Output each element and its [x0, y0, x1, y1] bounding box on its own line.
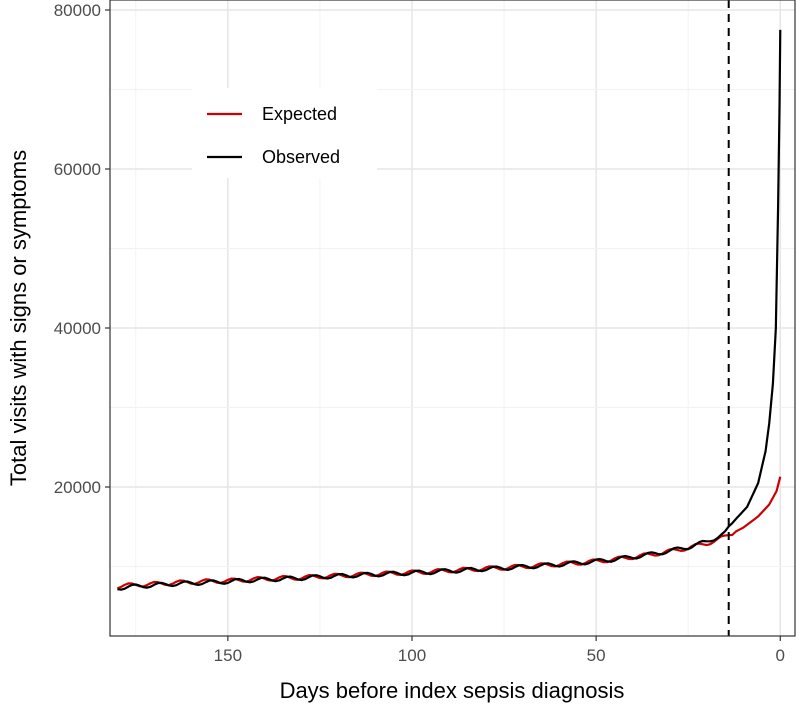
legend-background [192, 88, 377, 178]
y-tick-label: 80000 [54, 1, 101, 20]
legend-label-expected: Expected [262, 104, 337, 124]
x-tick-label: 150 [214, 646, 242, 665]
y-tick-label: 40000 [54, 319, 101, 338]
x-tick-label: 0 [776, 646, 785, 665]
x-axis: 150 100 50 0 [214, 636, 785, 665]
y-tick-label: 60000 [54, 160, 101, 179]
plot-border [109, 0, 796, 637]
y-axis-title: Total visits with signs or symptoms [6, 150, 31, 486]
x-tick-label: 100 [398, 646, 426, 665]
series-lines [116, 29, 782, 591]
x-tick-label: 50 [587, 646, 606, 665]
y-tick-label: 20000 [54, 478, 101, 497]
y-axis: 20000 40000 60000 80000 [54, 1, 110, 497]
x-axis-title: Days before index sepsis diagnosis [280, 678, 625, 703]
legend-label-observed: Observed [262, 147, 340, 167]
legend: Expected Observed [192, 88, 377, 178]
series-line-observed [117, 29, 782, 591]
